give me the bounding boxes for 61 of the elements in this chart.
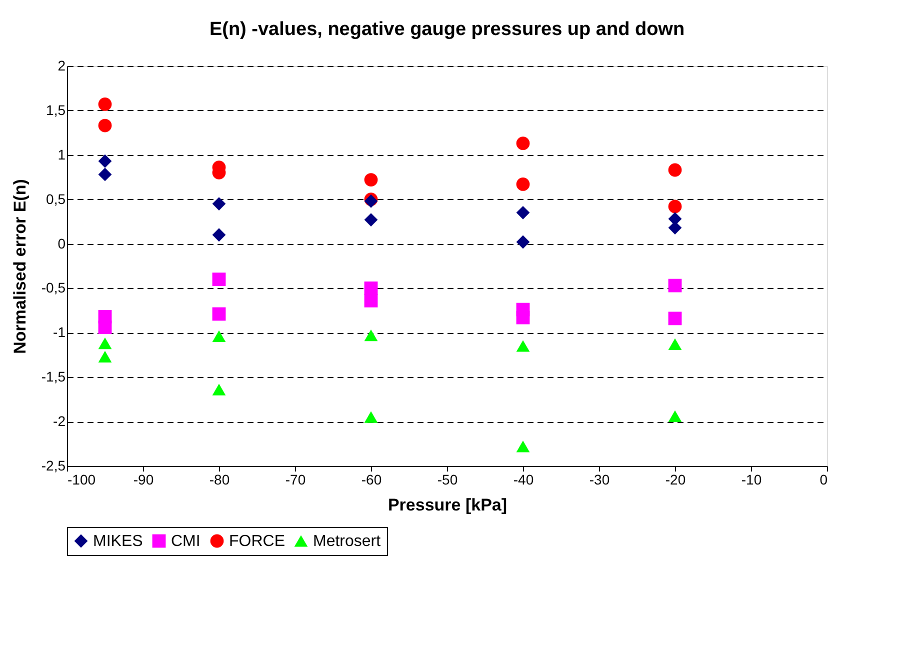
point <box>212 228 226 242</box>
x-tick-label: -50 <box>437 472 458 488</box>
x-tick-label: 0 <box>820 472 828 488</box>
y-tick-label: -2,5 <box>41 458 66 474</box>
point <box>516 235 530 249</box>
x-tick-label: -90 <box>133 472 154 488</box>
point <box>212 330 226 342</box>
point <box>364 411 378 423</box>
point <box>212 384 226 396</box>
y-tick-label: 1 <box>58 146 66 162</box>
point <box>668 221 682 234</box>
point <box>364 330 378 342</box>
x-tick-label: -60 <box>361 472 382 488</box>
x-tick-label: -70 <box>285 472 306 488</box>
point <box>98 320 112 334</box>
y-tick-label: -2 <box>53 413 66 430</box>
point <box>364 282 378 295</box>
point <box>364 294 378 308</box>
point <box>516 310 530 324</box>
x-tick-label: -80 <box>209 472 230 488</box>
legend-label: CMI <box>171 533 200 550</box>
point <box>668 200 682 214</box>
point <box>668 312 682 326</box>
y-tick-label: -1,5 <box>41 368 66 385</box>
x-tick-label: -40 <box>513 472 534 488</box>
legend-label: Metrosert <box>313 533 382 550</box>
point <box>668 278 682 292</box>
legend-label: MIKES <box>93 533 143 550</box>
point <box>668 163 682 177</box>
x-axis-title: Pressure [kPa] <box>388 496 508 514</box>
point <box>98 350 112 362</box>
point <box>212 272 226 286</box>
y-tick-label: 0 <box>58 235 66 252</box>
point <box>212 307 226 321</box>
point <box>98 338 112 350</box>
x-tick-label: -100 <box>68 472 96 488</box>
y-tick-label: -1 <box>53 324 66 340</box>
point <box>516 206 530 220</box>
point <box>98 168 112 182</box>
point <box>212 197 226 210</box>
point <box>364 173 378 186</box>
x-tick-label: -10 <box>741 472 762 488</box>
x-tick-label: -30 <box>589 472 610 488</box>
point <box>516 340 530 352</box>
point <box>668 338 682 350</box>
y-tick-label: 0,5 <box>46 190 66 207</box>
point <box>98 154 112 168</box>
y-tick-label: 2 <box>58 58 66 74</box>
y-tick-label: 1,5 <box>46 102 66 118</box>
point <box>516 178 530 191</box>
point <box>98 118 112 132</box>
point <box>98 98 112 111</box>
x-tick-label: -20 <box>665 472 686 488</box>
point <box>516 136 530 150</box>
y-tick-label: -0,5 <box>41 280 66 296</box>
legend-label: FORCE <box>229 533 285 550</box>
point <box>668 410 682 422</box>
chart-title: E(n) -values, negative gauge pressures up and down <box>209 19 685 40</box>
y-axis-title: Normalised error E(n) <box>10 179 30 354</box>
point <box>516 440 530 452</box>
point <box>364 213 378 226</box>
